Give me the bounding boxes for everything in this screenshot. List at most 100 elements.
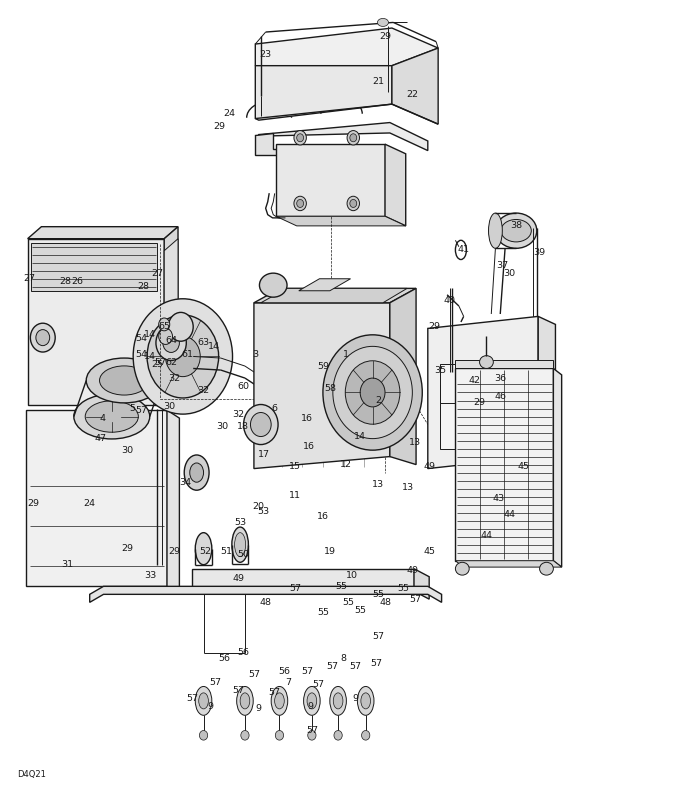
Text: 29: 29	[428, 322, 441, 332]
Text: 45: 45	[423, 546, 435, 556]
Text: 9: 9	[308, 702, 313, 711]
Ellipse shape	[540, 562, 553, 575]
Ellipse shape	[168, 312, 193, 341]
Ellipse shape	[297, 134, 304, 142]
Ellipse shape	[250, 413, 271, 437]
Text: 16: 16	[301, 413, 313, 423]
Text: 50: 50	[237, 549, 249, 559]
Ellipse shape	[240, 693, 250, 709]
Ellipse shape	[259, 273, 287, 297]
Ellipse shape	[377, 18, 388, 26]
Text: 60: 60	[237, 381, 249, 391]
Polygon shape	[261, 288, 407, 303]
Ellipse shape	[159, 328, 172, 344]
Text: 37: 37	[496, 261, 509, 271]
Ellipse shape	[184, 455, 209, 490]
Ellipse shape	[297, 199, 304, 207]
Text: 9: 9	[353, 694, 358, 703]
Text: 22: 22	[406, 90, 419, 99]
Text: 57: 57	[135, 405, 148, 415]
Ellipse shape	[294, 131, 306, 145]
Polygon shape	[385, 144, 406, 226]
Ellipse shape	[271, 686, 288, 715]
Text: 57: 57	[306, 726, 318, 735]
Ellipse shape	[195, 686, 212, 715]
Text: 63: 63	[197, 338, 210, 348]
Text: 55: 55	[342, 598, 355, 607]
Text: 53: 53	[234, 517, 246, 527]
Text: 39: 39	[533, 248, 546, 257]
Text: 29: 29	[213, 122, 226, 131]
Ellipse shape	[361, 693, 371, 709]
Text: 32: 32	[232, 410, 244, 420]
Text: 14: 14	[144, 352, 157, 361]
Text: 57: 57	[301, 666, 313, 676]
Ellipse shape	[30, 323, 55, 352]
Ellipse shape	[334, 731, 342, 740]
Bar	[440, 364, 501, 403]
Text: 14: 14	[208, 341, 220, 351]
Ellipse shape	[166, 336, 200, 376]
Ellipse shape	[360, 378, 385, 407]
Ellipse shape	[237, 686, 253, 715]
Text: 57: 57	[370, 658, 382, 668]
Text: 30: 30	[216, 421, 228, 431]
Text: 1: 1	[344, 349, 349, 359]
Text: 38: 38	[510, 221, 522, 231]
Text: 19: 19	[324, 546, 336, 556]
Text: D4Q21: D4Q21	[17, 770, 46, 779]
Text: 57: 57	[326, 662, 339, 671]
Text: 17: 17	[257, 450, 270, 460]
Ellipse shape	[489, 213, 502, 248]
Text: 4: 4	[99, 413, 105, 423]
Text: 6: 6	[272, 404, 277, 413]
Text: 49: 49	[232, 574, 244, 583]
Text: 30: 30	[503, 269, 515, 279]
Text: 23: 23	[259, 50, 272, 59]
Text: 14: 14	[144, 330, 157, 340]
Text: 28: 28	[137, 282, 150, 292]
Ellipse shape	[156, 325, 186, 360]
Text: 56: 56	[237, 648, 249, 658]
Ellipse shape	[190, 463, 204, 482]
Text: 47: 47	[94, 434, 106, 444]
Text: 32: 32	[168, 373, 180, 383]
Ellipse shape	[163, 333, 179, 352]
Text: 49: 49	[406, 566, 419, 575]
Polygon shape	[259, 123, 428, 151]
Polygon shape	[414, 569, 429, 599]
Text: 32: 32	[197, 386, 210, 396]
Text: 33: 33	[144, 570, 157, 580]
Text: 20: 20	[253, 501, 265, 511]
Ellipse shape	[199, 693, 208, 709]
Text: 30: 30	[163, 402, 175, 412]
Text: 21: 21	[372, 77, 384, 87]
Polygon shape	[255, 28, 438, 66]
Text: 34: 34	[179, 477, 191, 487]
Ellipse shape	[244, 405, 278, 445]
Text: 29: 29	[168, 546, 180, 556]
Polygon shape	[254, 303, 390, 469]
Polygon shape	[538, 316, 555, 465]
Polygon shape	[428, 316, 538, 469]
Text: 49: 49	[423, 461, 435, 471]
Text: 64: 64	[165, 336, 177, 345]
Text: 13: 13	[372, 480, 384, 489]
Ellipse shape	[199, 731, 208, 740]
Ellipse shape	[133, 299, 233, 414]
Ellipse shape	[86, 400, 139, 433]
Text: 57: 57	[248, 670, 260, 679]
Text: 29: 29	[379, 31, 391, 41]
Text: 51: 51	[220, 546, 233, 556]
Text: 41: 41	[457, 245, 470, 255]
Polygon shape	[28, 227, 178, 239]
Ellipse shape	[232, 527, 248, 562]
Ellipse shape	[275, 731, 284, 740]
Text: 35: 35	[434, 365, 446, 375]
Text: 43: 43	[492, 493, 504, 503]
Ellipse shape	[347, 131, 359, 145]
Ellipse shape	[294, 196, 306, 211]
Ellipse shape	[333, 346, 413, 439]
Text: 46: 46	[494, 392, 506, 401]
Ellipse shape	[323, 335, 422, 450]
